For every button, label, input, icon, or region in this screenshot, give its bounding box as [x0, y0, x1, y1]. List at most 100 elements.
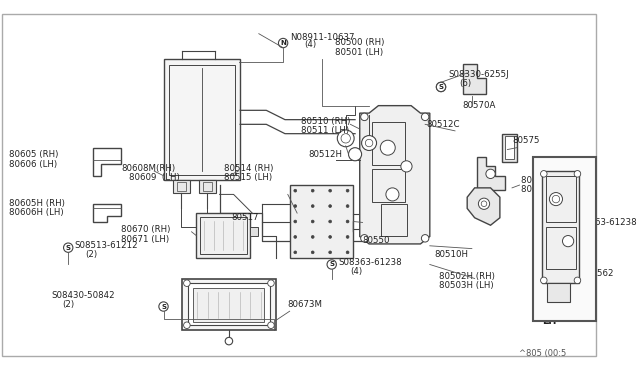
Circle shape [225, 337, 233, 345]
Text: N08911-10637: N08911-10637 [290, 33, 354, 42]
Circle shape [311, 205, 314, 208]
Text: 80605H (RH): 80605H (RH) [10, 199, 65, 208]
Text: (4): (4) [350, 267, 362, 276]
Circle shape [549, 193, 563, 206]
Circle shape [571, 221, 580, 230]
Circle shape [294, 205, 297, 208]
Text: S08330-6255J: S08330-6255J [449, 70, 509, 79]
Text: 80608M(RH): 80608M(RH) [122, 164, 175, 173]
Circle shape [346, 251, 349, 254]
Text: 80605 (RH): 80605 (RH) [10, 151, 59, 160]
Circle shape [486, 169, 495, 179]
Circle shape [361, 113, 368, 121]
Bar [196, 213, 250, 258]
Text: 80570 (RH): 80570 (RH) [522, 176, 571, 185]
Text: S: S [568, 222, 572, 228]
Polygon shape [547, 283, 570, 302]
Circle shape [329, 205, 332, 208]
Circle shape [329, 220, 332, 223]
Bar [177, 182, 186, 191]
Circle shape [346, 220, 349, 223]
Polygon shape [360, 106, 430, 244]
Circle shape [361, 235, 368, 242]
Circle shape [337, 130, 354, 147]
Circle shape [311, 189, 314, 192]
Circle shape [380, 140, 396, 155]
Bar [163, 59, 240, 180]
Bar [546, 176, 575, 222]
Text: 80515 (LH): 80515 (LH) [224, 173, 273, 182]
Circle shape [386, 188, 399, 201]
Bar [182, 279, 276, 330]
Bar [381, 204, 408, 237]
Text: 80503H (LH): 80503H (LH) [439, 281, 494, 290]
Text: 80514 (RH): 80514 (RH) [224, 164, 274, 173]
Circle shape [311, 251, 314, 254]
Circle shape [294, 220, 297, 223]
Text: 80571 (LH): 80571 (LH) [522, 185, 570, 194]
Polygon shape [93, 148, 122, 176]
Circle shape [311, 220, 314, 223]
Text: 80606H (LH): 80606H (LH) [10, 208, 64, 217]
Text: S08513-61212: S08513-61212 [75, 241, 138, 250]
Text: S: S [161, 304, 166, 310]
Circle shape [563, 235, 573, 247]
Text: (2): (2) [63, 300, 75, 309]
Text: S: S [438, 84, 444, 90]
Text: 80673M: 80673M [288, 300, 323, 309]
Text: 80502H (RH): 80502H (RH) [439, 272, 495, 281]
Text: S08363-61238: S08363-61238 [339, 258, 402, 267]
Text: 80501 (LH): 80501 (LH) [335, 48, 383, 57]
Circle shape [294, 235, 297, 238]
Text: S: S [329, 262, 334, 267]
Circle shape [268, 322, 274, 328]
Text: (4): (4) [585, 227, 597, 236]
Circle shape [478, 198, 490, 209]
Circle shape [541, 277, 547, 283]
Circle shape [346, 235, 349, 238]
Circle shape [565, 221, 575, 230]
Bar [532, 157, 596, 321]
Text: 80671 (LH): 80671 (LH) [122, 235, 170, 244]
Text: (4): (4) [305, 40, 317, 49]
Circle shape [574, 277, 580, 283]
Bar [193, 288, 264, 323]
Circle shape [159, 302, 168, 311]
Text: 80562: 80562 [587, 269, 614, 278]
Text: 80512C: 80512C [426, 120, 460, 129]
Bar [372, 169, 404, 202]
Text: 80510 (RH): 80510 (RH) [301, 117, 350, 126]
Circle shape [401, 161, 412, 172]
Circle shape [329, 251, 332, 254]
Bar [169, 64, 234, 175]
Circle shape [327, 260, 337, 269]
Circle shape [294, 189, 297, 192]
Bar [290, 185, 353, 258]
Text: 80511 (LH): 80511 (LH) [301, 126, 349, 135]
Text: 80517: 80517 [232, 213, 259, 222]
Bar [173, 180, 189, 193]
Text: 80550: 80550 [362, 237, 390, 246]
Circle shape [541, 171, 547, 177]
Text: 80575: 80575 [512, 135, 540, 145]
Bar [546, 227, 575, 269]
Bar [199, 180, 216, 193]
Text: S: S [438, 84, 444, 90]
Bar [188, 283, 270, 325]
Text: LH: LH [542, 316, 556, 326]
Bar [372, 122, 404, 164]
Text: 80510H: 80510H [435, 250, 468, 260]
Bar [203, 182, 212, 191]
Text: 80609  (LH): 80609 (LH) [129, 173, 180, 182]
Circle shape [421, 235, 429, 242]
Text: 80570A: 80570A [463, 101, 496, 110]
Circle shape [329, 235, 332, 238]
Bar [250, 227, 258, 237]
Polygon shape [463, 64, 486, 94]
Polygon shape [467, 188, 500, 225]
Text: 80512H: 80512H [308, 151, 342, 160]
Text: S08430-50842: S08430-50842 [51, 291, 115, 300]
Text: S: S [66, 245, 70, 251]
Circle shape [436, 82, 445, 92]
Bar [542, 171, 579, 283]
